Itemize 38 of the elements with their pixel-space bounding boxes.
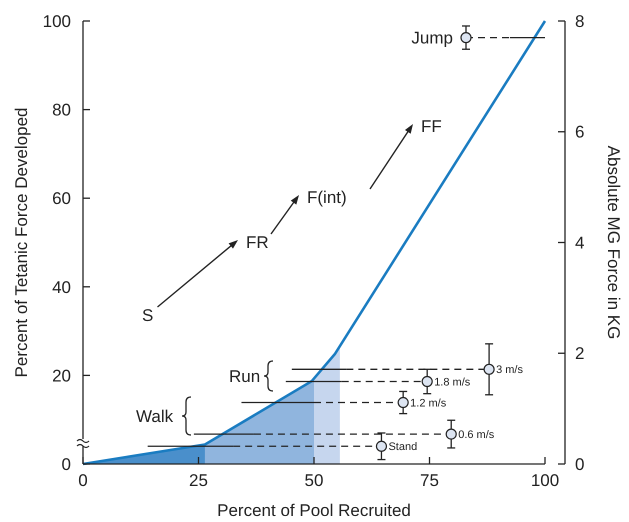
x-tick-label: 100: [530, 471, 560, 490]
annotation: S: [142, 306, 154, 325]
annotation: FR: [246, 232, 269, 252]
y-tick-label: 40: [52, 278, 71, 297]
annotation: Stand: [388, 441, 418, 454]
annotation: 1.8 m/s: [434, 376, 471, 388]
y2-axis-title: Absolute MG Force in KG: [604, 146, 623, 340]
x-tick-label: 75: [420, 471, 439, 490]
y-tick-label: 20: [52, 366, 71, 386]
point: [376, 440, 388, 452]
annotation: Run: [229, 366, 260, 386]
point: [484, 364, 495, 375]
x-axis-title: Percent of Pool Recruited: [217, 501, 411, 520]
point: [422, 376, 433, 388]
annotation: 3 m/s: [496, 364, 524, 376]
x-tick-label: 0: [78, 471, 88, 490]
y2-tick-label: 8: [575, 12, 584, 31]
annotation: 0.6 m/s: [458, 428, 495, 441]
x-tick-label: 50: [304, 471, 324, 490]
point: [446, 428, 457, 440]
annotation: F(int): [307, 188, 347, 207]
y-tick-label: 60: [52, 189, 71, 208]
point: [460, 32, 472, 44]
y-axis-title: Percent of Tetanic Force Developed: [12, 108, 31, 378]
line-series: [82, 20, 546, 466]
y-tick-label: 80: [52, 100, 71, 120]
x-tick-label: 25: [189, 471, 208, 490]
y2-tick-label: 4: [575, 233, 584, 252]
y2-tick-label: 2: [575, 344, 584, 364]
annotation: 1.2 m/s: [410, 397, 447, 410]
y-tick-label: 0: [62, 454, 71, 474]
annotation: FF: [421, 116, 442, 136]
y2-tick-label: 6: [575, 122, 584, 142]
y-tick-label: 100: [42, 12, 71, 31]
annotation: Jump: [411, 28, 453, 48]
point: [398, 396, 409, 408]
annotation: Walk: [136, 406, 174, 426]
y2-tick-label: 0: [575, 454, 584, 474]
